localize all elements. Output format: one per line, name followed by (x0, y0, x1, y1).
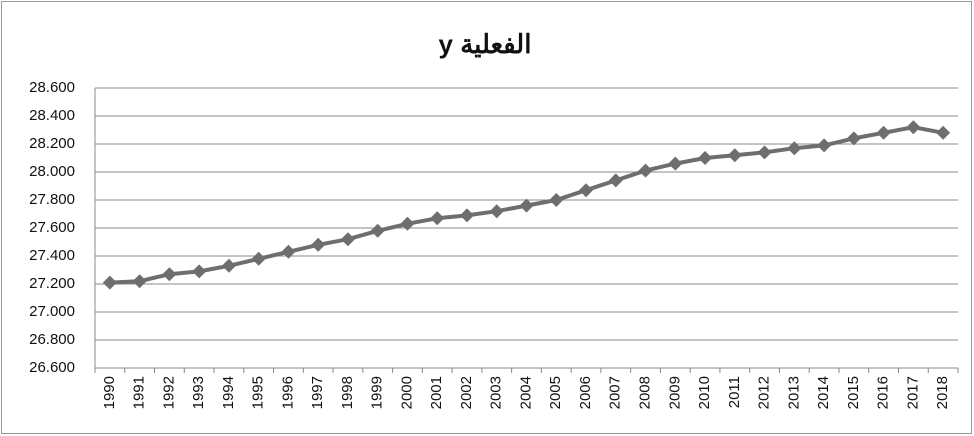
y-tick-label: 27.200 (29, 275, 75, 292)
x-tick-label: 2012 (756, 376, 773, 409)
x-tick-label: 2017 (904, 376, 921, 409)
x-tick-label: 2004 (517, 376, 534, 409)
x-tick-label: 1997 (309, 376, 326, 409)
marker (102, 275, 117, 290)
marker (132, 274, 147, 289)
y-tick-label: 28.200 (29, 135, 75, 152)
x-tick-label: 1999 (369, 376, 386, 409)
x-tick-label: 2005 (547, 376, 564, 409)
marker (668, 156, 683, 171)
y-tick-label: 28.400 (29, 107, 75, 124)
marker (579, 183, 594, 198)
x-tick-label: 2013 (785, 376, 802, 409)
x-tick-label: 1991 (131, 376, 148, 409)
y-tick-label: 27.600 (29, 219, 75, 236)
marker (876, 125, 891, 140)
x-tick-label: 2009 (666, 376, 683, 409)
marker (281, 244, 296, 259)
x-tick-label: 2014 (815, 376, 832, 409)
marker (608, 173, 623, 188)
marker (727, 148, 742, 163)
x-tick-label: 2015 (845, 376, 862, 409)
x-tick-label: 2000 (398, 376, 415, 409)
x-tick-label: 2011 (726, 376, 743, 408)
marker (519, 198, 534, 213)
y-tick-label: 27.000 (29, 303, 75, 320)
y-tick-label: 27.800 (29, 191, 75, 208)
x-tick-label: 1993 (190, 376, 207, 409)
marker (549, 193, 564, 207)
marker (638, 163, 653, 178)
marker (311, 237, 326, 252)
marker (251, 251, 266, 266)
marker (459, 208, 474, 223)
x-tick-label: 2008 (637, 376, 654, 409)
marker (340, 232, 355, 247)
y-tick-label: 28.000 (29, 163, 75, 180)
x-tick-label: 2018 (934, 376, 951, 409)
marker (162, 267, 177, 282)
marker (787, 141, 802, 156)
marker (757, 145, 772, 160)
marker (698, 151, 713, 165)
marker (192, 264, 207, 279)
x-tick-label: 1990 (101, 376, 118, 409)
marker (817, 138, 832, 153)
y-tick-label: 28.600 (29, 79, 75, 96)
x-tick-label: 1995 (250, 376, 267, 409)
marker (370, 223, 385, 238)
marker (906, 120, 921, 135)
x-tick-label: 1996 (279, 376, 296, 409)
marker (221, 258, 236, 273)
y-tick-label: 26.800 (29, 331, 75, 348)
x-tick-label: 2001 (428, 376, 445, 409)
x-tick-label: 2016 (875, 376, 892, 409)
x-tick-label: 2007 (607, 376, 624, 409)
chart-title: y الفعلية (439, 29, 532, 59)
y-tick-label: 27.400 (29, 247, 75, 264)
x-tick-label: 1998 (339, 376, 356, 409)
x-tick-label: 1992 (160, 376, 177, 409)
marker (400, 216, 415, 231)
x-tick-label: 2006 (577, 376, 594, 409)
marker (846, 131, 861, 146)
x-tick-label: 2010 (696, 376, 713, 409)
marker (936, 125, 951, 140)
x-tick-label: 1994 (220, 376, 237, 409)
x-tick-label: 2002 (458, 376, 475, 409)
marker (489, 204, 504, 219)
x-tick-label: 2003 (488, 376, 505, 409)
marker (430, 211, 445, 226)
y-tick-label: 26.600 (29, 359, 75, 376)
